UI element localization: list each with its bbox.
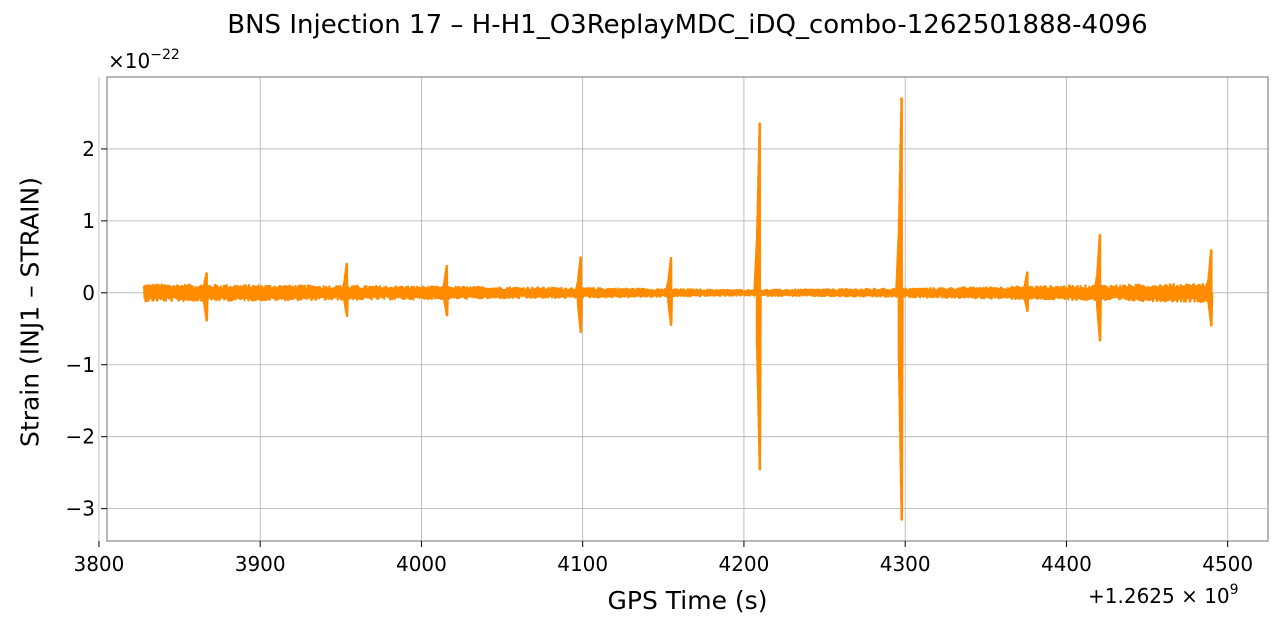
grid-lines [98, 77, 1268, 541]
x-tick-label: 3900 [235, 552, 286, 576]
strain-spike [574, 256, 583, 333]
strain-spike [340, 262, 349, 318]
strain-spike [664, 257, 674, 326]
axis-ticks: 3800 3900 4000 4100 4200 4300 4400 4500 −3 −2 −1 0 1… [66, 137, 1254, 576]
y-axis-label: Strain (INJ1 – STRAIN) [15, 177, 45, 447]
x-tick-label: 4400 [1041, 552, 1092, 576]
strain-spike [1093, 234, 1102, 342]
y-tick-label: −2 [66, 425, 95, 449]
x-offset-label: +1.2625 × 109 [1088, 582, 1239, 608]
x-tick-label: 3800 [73, 552, 124, 576]
strain-trace [142, 97, 1214, 521]
x-tick-label: 4300 [880, 552, 931, 576]
x-tick-label: 4200 [718, 552, 769, 576]
x-tick-label: 4100 [557, 552, 608, 576]
noise-band [142, 282, 1213, 304]
strain-spike [753, 122, 762, 471]
plot-frame [106, 76, 1269, 542]
strain-spike [1020, 271, 1030, 313]
y-tick-label: 2 [82, 137, 95, 161]
x-axis-label: GPS Time (s) [607, 586, 768, 615]
x-tick-label: 4000 [396, 552, 447, 576]
strain-spike [895, 97, 904, 521]
strain-spike [200, 272, 209, 322]
strain-spike [440, 264, 449, 317]
y-tick-label: −1 [66, 353, 95, 377]
chart-title: BNS Injection 17 – H-H1_O3ReplayMDC_iDQ_… [227, 10, 1148, 40]
y-tick-label: 1 [82, 209, 95, 233]
y-scale-label: ×10−22 [108, 47, 180, 73]
strain-spike [1204, 249, 1214, 327]
y-tick-label: 0 [82, 281, 95, 305]
y-tick-label: −3 [66, 497, 95, 521]
x-tick-label: 4500 [1202, 552, 1253, 576]
